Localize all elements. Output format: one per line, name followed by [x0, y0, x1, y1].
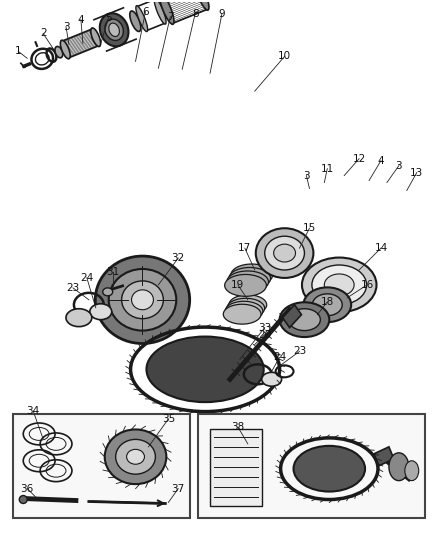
Text: 8: 8 — [192, 9, 198, 19]
Bar — [210, 429, 262, 506]
Text: 4: 4 — [78, 14, 84, 25]
Ellipse shape — [389, 453, 409, 481]
Ellipse shape — [100, 13, 128, 46]
Ellipse shape — [105, 19, 124, 41]
Ellipse shape — [302, 257, 377, 312]
Ellipse shape — [109, 23, 120, 36]
Ellipse shape — [312, 294, 342, 316]
Ellipse shape — [223, 304, 261, 324]
Text: 3: 3 — [303, 171, 310, 181]
Polygon shape — [283, 305, 301, 328]
Ellipse shape — [227, 271, 268, 293]
Ellipse shape — [146, 336, 264, 402]
Text: 36: 36 — [21, 483, 34, 494]
Ellipse shape — [35, 53, 49, 65]
Ellipse shape — [225, 301, 263, 321]
Polygon shape — [374, 447, 394, 466]
Text: 12: 12 — [353, 154, 366, 164]
Bar — [198, 414, 425, 519]
Text: 35: 35 — [162, 414, 175, 424]
Ellipse shape — [324, 274, 354, 296]
Text: 3: 3 — [396, 160, 402, 171]
Ellipse shape — [256, 228, 314, 278]
Ellipse shape — [312, 265, 367, 305]
Ellipse shape — [136, 6, 148, 31]
Ellipse shape — [405, 461, 419, 481]
Text: 6: 6 — [142, 6, 149, 17]
Ellipse shape — [122, 281, 163, 319]
Ellipse shape — [116, 439, 155, 474]
Text: 10: 10 — [278, 51, 291, 61]
Text: 34: 34 — [27, 406, 40, 416]
Text: 19: 19 — [231, 280, 244, 290]
Text: 23: 23 — [66, 283, 80, 293]
Text: 2: 2 — [40, 28, 46, 38]
Ellipse shape — [154, 0, 166, 24]
Text: 33: 33 — [258, 322, 271, 333]
Text: 16: 16 — [360, 280, 374, 290]
Ellipse shape — [66, 309, 92, 327]
Ellipse shape — [279, 302, 329, 337]
Ellipse shape — [109, 269, 176, 330]
Text: 15: 15 — [303, 223, 316, 233]
Ellipse shape — [265, 236, 304, 270]
Ellipse shape — [130, 11, 141, 31]
Ellipse shape — [103, 288, 113, 296]
Bar — [13, 414, 190, 519]
Ellipse shape — [159, 0, 174, 25]
Ellipse shape — [262, 373, 282, 386]
Text: 17: 17 — [238, 243, 251, 253]
Ellipse shape — [55, 46, 63, 58]
Text: 18: 18 — [321, 297, 334, 307]
Text: 24: 24 — [80, 273, 93, 283]
Ellipse shape — [95, 256, 190, 343]
Text: 11: 11 — [321, 164, 334, 174]
Text: 32: 32 — [172, 253, 185, 263]
Ellipse shape — [231, 264, 273, 286]
Ellipse shape — [91, 28, 101, 46]
Ellipse shape — [229, 268, 271, 289]
Text: 20: 20 — [258, 329, 271, 340]
Ellipse shape — [225, 274, 266, 296]
Text: 37: 37 — [172, 483, 185, 494]
Text: 3: 3 — [63, 21, 69, 31]
Ellipse shape — [60, 40, 70, 59]
Text: 13: 13 — [410, 167, 424, 177]
Text: 24: 24 — [273, 352, 286, 362]
Text: 23: 23 — [293, 346, 306, 357]
Ellipse shape — [19, 496, 27, 504]
Ellipse shape — [227, 298, 265, 318]
Ellipse shape — [90, 304, 112, 320]
Text: 5: 5 — [106, 13, 112, 22]
Ellipse shape — [293, 446, 365, 491]
Ellipse shape — [105, 430, 166, 484]
Ellipse shape — [131, 290, 153, 310]
Ellipse shape — [194, 0, 209, 10]
Ellipse shape — [289, 309, 320, 330]
Text: 9: 9 — [219, 9, 225, 19]
Ellipse shape — [274, 244, 296, 262]
Text: 31: 31 — [106, 267, 119, 277]
Ellipse shape — [304, 287, 351, 322]
Text: 38: 38 — [231, 422, 244, 432]
Text: 4: 4 — [378, 156, 384, 166]
Text: 7: 7 — [167, 12, 173, 22]
Ellipse shape — [127, 449, 145, 464]
Text: 14: 14 — [374, 243, 388, 253]
Ellipse shape — [229, 295, 267, 314]
Text: 1: 1 — [15, 46, 21, 56]
